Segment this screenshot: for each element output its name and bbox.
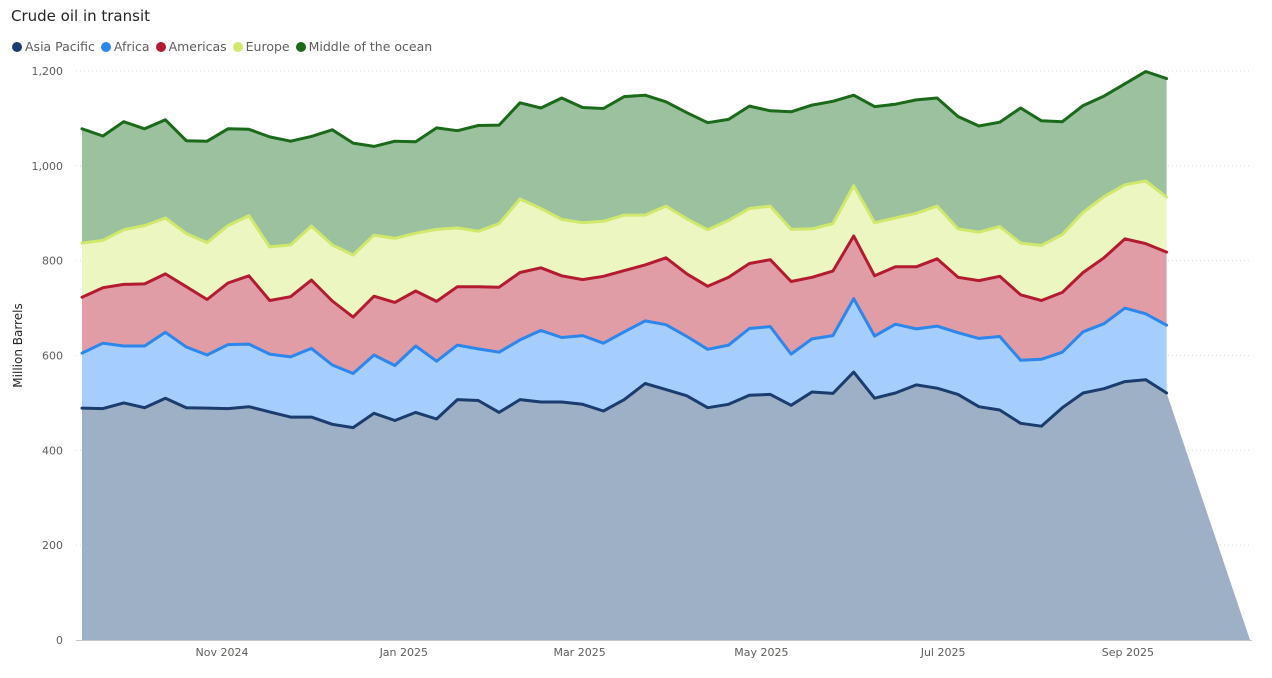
legend-dot-middle-of-the-ocean: [295, 41, 306, 52]
series-line-middle-of-the-ocean[interactable]: [80, 70, 1169, 148]
y-tick-label: 200: [42, 539, 63, 552]
series-line-asia-pacific[interactable]: [80, 370, 1169, 430]
y-tick-label: 0: [56, 634, 63, 647]
y-tick-label: 400: [42, 444, 63, 457]
legend-dot-africa: [100, 41, 111, 52]
legend-label-asia-pacific: Asia Pacific: [25, 39, 95, 54]
area-africa: [82, 298, 1167, 428]
area-europe: [82, 181, 1167, 318]
x-tick-label: Jan 2025: [379, 646, 428, 659]
y-axis-label: Million Barrels: [11, 303, 25, 387]
legend-label-europe: Europe: [245, 39, 290, 54]
chart-title: Crude oil in transit: [11, 7, 150, 25]
legend-item-europe[interactable]: Europe: [232, 39, 290, 54]
y-tick-label: 1,000: [32, 160, 64, 173]
legend-item-americas[interactable]: Americas: [155, 39, 227, 54]
legend-label-americas: Americas: [168, 39, 227, 54]
area-middle-of-the-ocean: [82, 71, 1167, 255]
x-tick-label: May 2025: [734, 646, 788, 659]
legend-dot-americas: [155, 41, 166, 52]
legend-item-middle-of-the-ocean[interactable]: Middle of the ocean: [295, 39, 433, 54]
series-line-europe[interactable]: [80, 179, 1169, 257]
legend-item-africa[interactable]: Africa: [100, 39, 150, 54]
x-tick-label: Sep 2025: [1102, 646, 1154, 659]
x-tick-label: Nov 2024: [196, 646, 249, 659]
series-line-americas[interactable]: [80, 234, 1169, 319]
x-tick-label: Jul 2025: [920, 646, 966, 659]
x-tick-label: Mar 2025: [553, 646, 605, 659]
legend-label-africa: Africa: [113, 39, 150, 54]
legend[interactable]: Asia Pacific Africa Americas Europe Midd…: [12, 39, 438, 54]
legend-dot-europe: [232, 41, 243, 52]
legend-dot-asia-pacific: [12, 41, 22, 52]
y-tick-label: 1,200: [32, 65, 64, 78]
legend-label-middle-of-the-ocean: Middle of the ocean: [308, 39, 433, 54]
y-tick-label: 800: [42, 255, 63, 268]
legend-item-asia-pacific[interactable]: Asia Pacific: [12, 39, 95, 54]
series-line-africa[interactable]: [80, 297, 1169, 375]
y-tick-label: 600: [42, 350, 63, 363]
area-americas: [82, 236, 1167, 374]
area-asia-pacific: [82, 372, 1250, 640]
